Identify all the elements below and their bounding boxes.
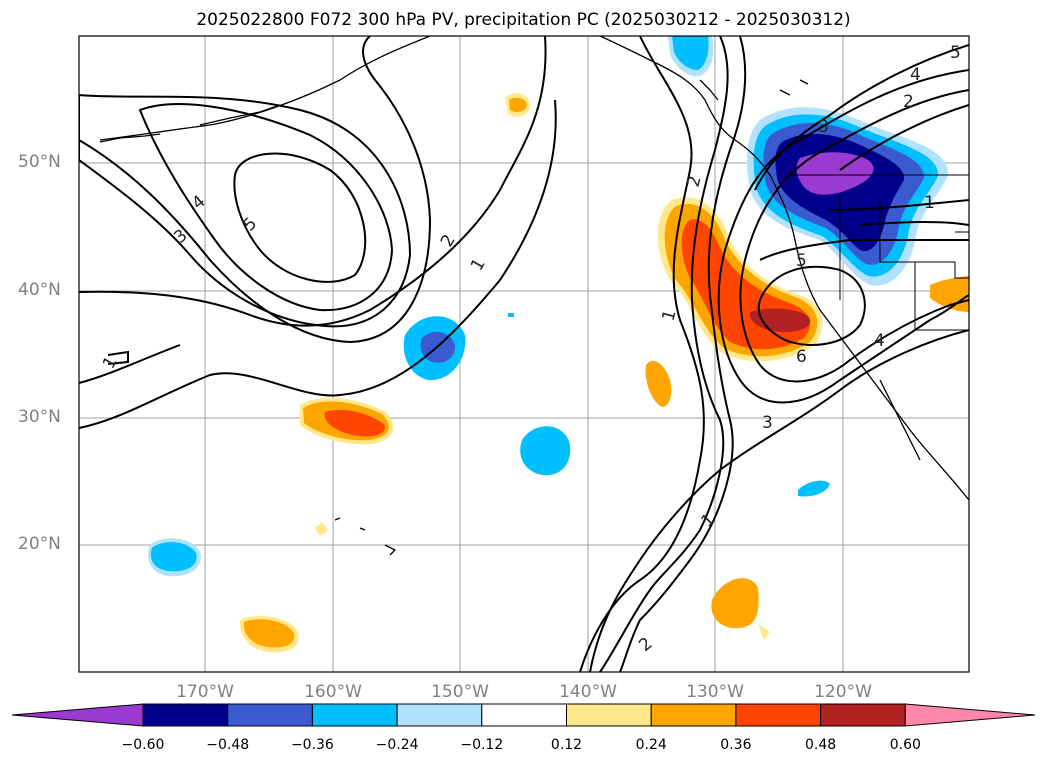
colorbar-tick-label: −0.36 <box>290 737 334 753</box>
colorbar-segment <box>396 703 483 727</box>
colorbar-tick-label: 0.60 <box>889 737 921 753</box>
lon-label-130w: 130°W <box>686 682 744 702</box>
pv-contours <box>79 36 969 672</box>
lat-label-30n: 30°N <box>18 407 61 427</box>
lon-label-150w: 150°W <box>431 682 489 702</box>
pv-label: 5 <box>796 251 807 271</box>
colorbar-tick-label: 0.24 <box>635 737 667 753</box>
lat-label-20n: 20°N <box>18 534 61 554</box>
lon-label-140w: 140°W <box>559 682 617 702</box>
pv-label: 2 <box>635 634 656 656</box>
colorbar-segment <box>227 703 313 727</box>
colorbar-extend-low <box>11 703 144 727</box>
pv-label: 6 <box>796 347 807 367</box>
colorbar-segment <box>735 703 822 727</box>
colorbar-segment <box>566 703 652 727</box>
pv-label: 5 <box>239 214 261 236</box>
borders <box>790 174 969 331</box>
pv-label: 1 <box>659 308 681 324</box>
colorbar-segment <box>650 703 737 727</box>
colorbar-tick-label: 0.36 <box>720 737 752 753</box>
figure-title: 2025022800 F072 300 hPa PV, precipitatio… <box>196 10 851 30</box>
colorbar-segment <box>142 703 229 727</box>
map-frame <box>78 35 970 673</box>
pv-label: 4 <box>874 331 885 351</box>
pv-label: 5 <box>950 43 961 63</box>
colorbar-tick-label: −0.24 <box>375 737 419 753</box>
colorbar-segment <box>311 703 398 727</box>
colorbar-tick-label: 0.48 <box>805 737 837 753</box>
precip-shading <box>148 36 969 653</box>
pv-label: 4 <box>188 192 209 214</box>
colorbar-tick-label: 0.12 <box>550 737 583 753</box>
pv-label: 1 <box>924 193 935 213</box>
lon-label-170w: 170°W <box>176 682 234 702</box>
lon-label-160w: 160°W <box>304 682 362 702</box>
pv-label: 2 <box>903 92 914 112</box>
lat-label-40n: 40°N <box>18 280 61 300</box>
lon-label-120w: 120°W <box>814 682 872 702</box>
pv-label: 3 <box>762 413 773 433</box>
lat-label-50n: 50°N <box>18 152 61 172</box>
pv-label: 2 <box>437 231 460 250</box>
gridlines <box>79 36 969 672</box>
colorbar-segment <box>820 703 906 727</box>
coastlines <box>99 36 969 556</box>
colorbar-extend-high <box>904 703 1036 727</box>
pv-label: 2 <box>684 174 706 190</box>
colorbar-tick-label: −0.60 <box>121 737 165 753</box>
pv-label: 1 <box>467 255 490 274</box>
pv-label: 3 <box>818 117 829 137</box>
colorbar <box>11 703 1036 727</box>
pv-label: 4 <box>910 65 921 85</box>
colorbar-tick-label: −0.12 <box>460 737 504 753</box>
colorbar-segment <box>481 703 567 727</box>
pv-label: 3 <box>170 226 191 248</box>
colorbar-tick-label: −0.48 <box>206 737 250 753</box>
